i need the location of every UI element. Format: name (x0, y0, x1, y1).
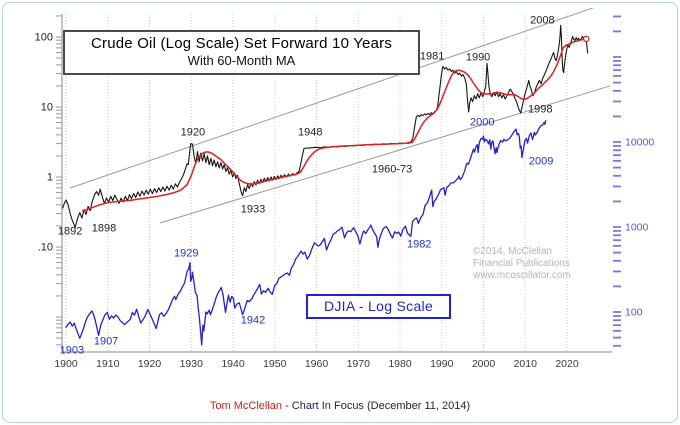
left-axis-label-1: 1 (47, 172, 53, 184)
annotation-1990: 1990 (466, 51, 490, 63)
annotation-1907: 1907 (94, 335, 118, 347)
upper-channel (70, 8, 595, 189)
annotation-1942: 1942 (241, 315, 265, 327)
lower-channel (159, 85, 611, 224)
annotation-1960-73: 1960-73 (372, 164, 412, 176)
series-djia (65, 120, 547, 346)
annotation-2009: 2009 (529, 156, 553, 168)
title-box: Crude Oil (Log Scale) Set Forward 10 Yea… (63, 30, 420, 75)
chart-subtitle: With 60-Month MA (187, 53, 296, 68)
chart-title: Crude Oil (Log Scale) Set Forward 10 Yea… (90, 35, 393, 52)
right-axis-label-1000: 1000 (625, 222, 649, 234)
series-60-month-ma (81, 38, 588, 212)
annotation-1898: 1898 (92, 222, 116, 234)
annotation-2000: 2000 (470, 116, 494, 128)
djia-label: DJIA - Log Scale (323, 298, 434, 314)
x-tick-label-1930: 1930 (180, 358, 204, 370)
annotation-1982: 1982 (407, 238, 431, 250)
footer-author: Tom McClellan (209, 400, 283, 412)
left-axis-label-10: 10 (41, 102, 53, 114)
right-axis-label-10000: 10000 (625, 137, 654, 149)
footer-caption-text: - Chart In Focus (December 11, 2014) (282, 400, 471, 412)
x-tick-label-1910: 1910 (96, 358, 120, 370)
x-tick-label-1950: 1950 (263, 358, 287, 370)
annotation-1892: 1892 (58, 226, 82, 238)
left-axis-label-.10: .10 (38, 242, 53, 254)
annotation-1998: 1998 (528, 104, 552, 116)
x-tick-label-1960: 1960 (305, 358, 329, 370)
annotation-1903: 1903 (60, 345, 84, 357)
x-tick-label-1970: 1970 (347, 358, 371, 370)
ma-end-marker (583, 35, 590, 43)
copyright-line-3: www.mcoscillator.com (473, 270, 571, 281)
x-tick-label-1980: 1980 (388, 358, 412, 370)
x-tick-label-1940: 1940 (221, 358, 245, 370)
right-axis-label-100: 100 (625, 307, 643, 319)
djia-label-box: DJIA - Log Scale (306, 294, 451, 319)
footer-caption: Tom McClellan - Chart In Focus (December… (0, 400, 680, 412)
x-tick-label-2020: 2020 (555, 358, 579, 370)
copyright-block: ©2014, McClellan Financial Publications … (473, 246, 571, 282)
annotation-1933: 1933 (241, 204, 265, 216)
x-tick-label-2000: 2000 (472, 358, 496, 370)
annotation-1981: 1981 (420, 50, 444, 62)
annotation-1920: 1920 (181, 126, 205, 138)
left-axis-label-100: 100 (35, 32, 53, 44)
x-tick-label-1900: 1900 (54, 358, 78, 370)
annotation-1948: 1948 (298, 126, 322, 138)
x-tick-label-2010: 2010 (514, 358, 538, 370)
copyright-line-2: Financial Publications (473, 258, 570, 269)
x-tick-label-1920: 1920 (138, 358, 162, 370)
annotation-2008: 2008 (530, 14, 554, 26)
x-tick-label-1990: 1990 (430, 358, 454, 370)
copyright-line-1: ©2014, McClellan (473, 246, 553, 257)
annotation-1929: 1929 (174, 248, 198, 260)
